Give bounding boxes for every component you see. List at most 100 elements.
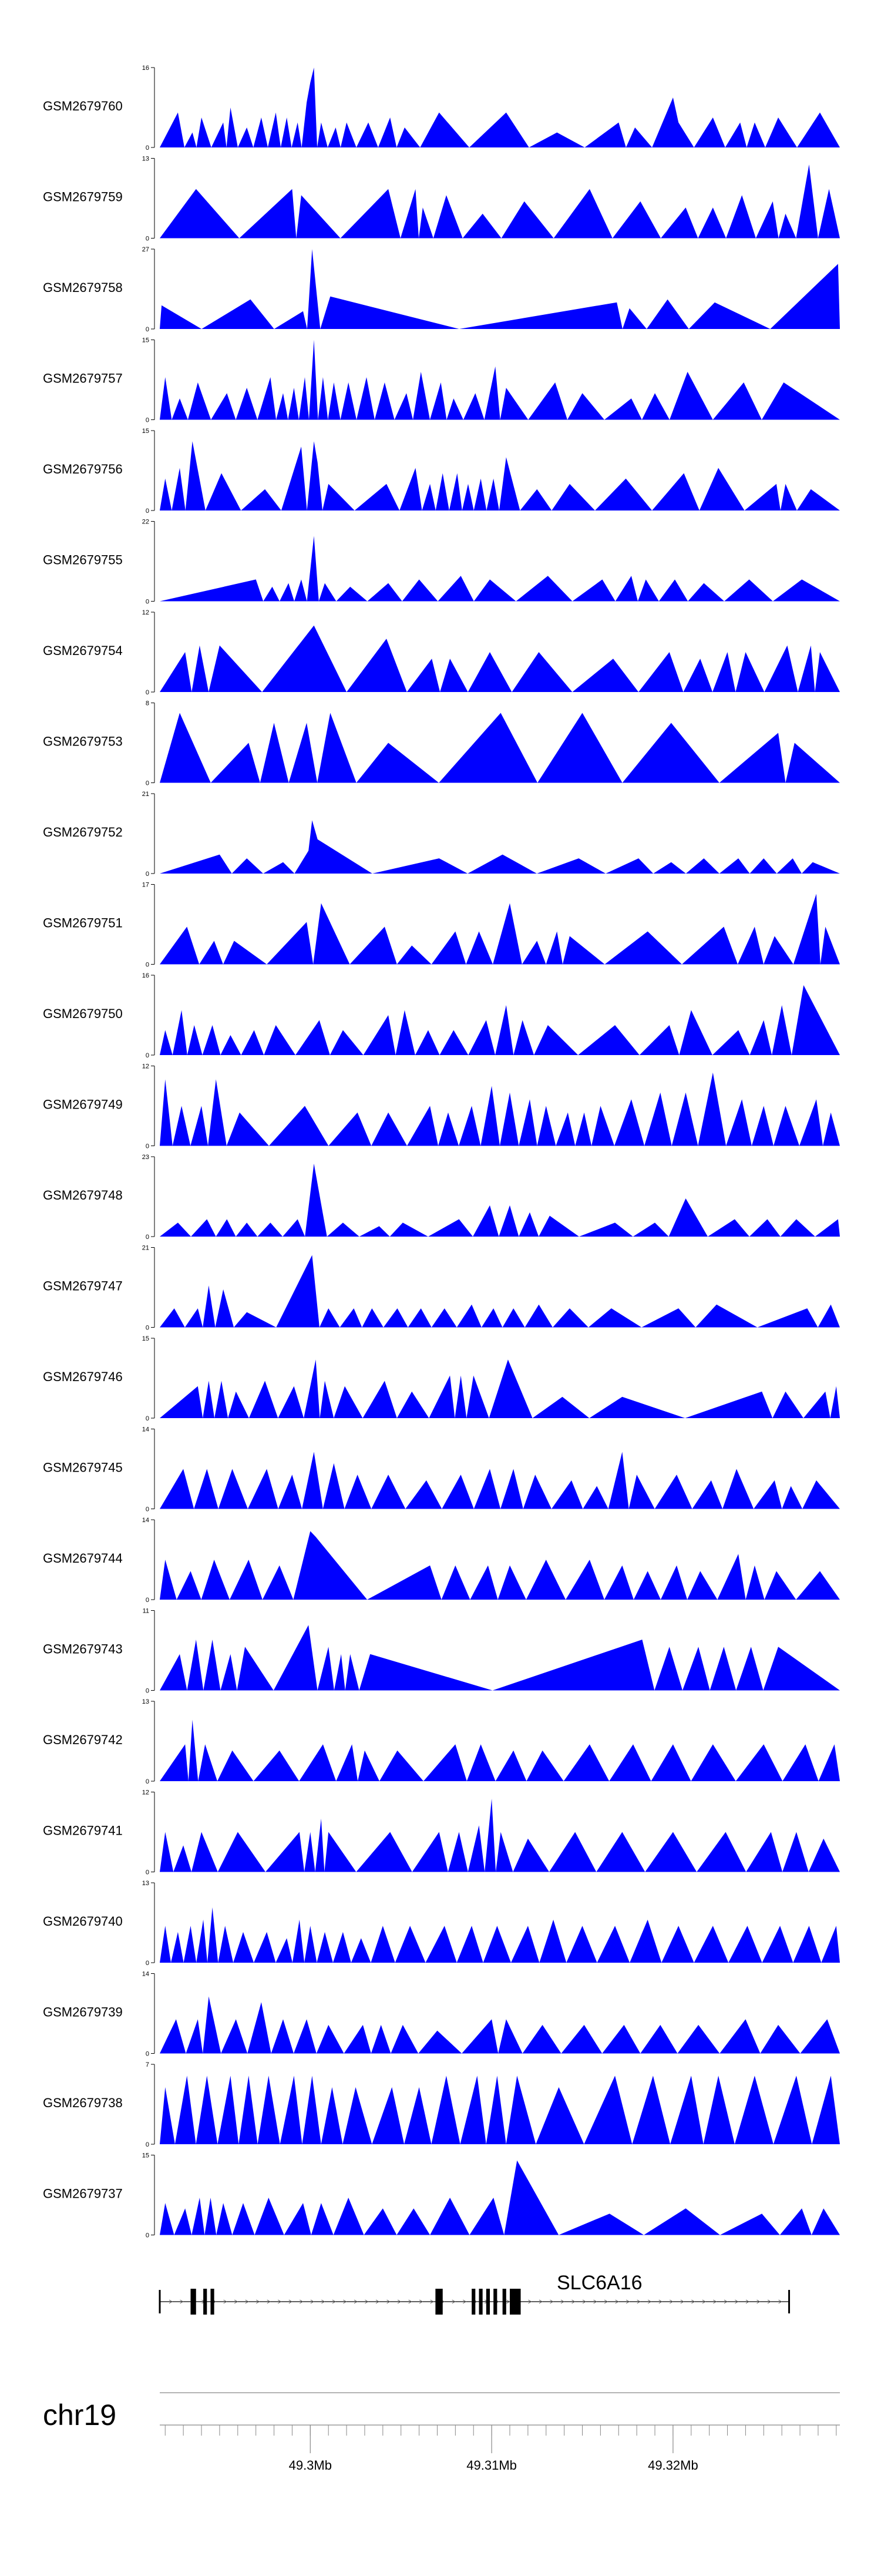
strand-arrow — [713, 2299, 717, 2304]
y-max-label: 11 — [143, 1608, 149, 1615]
track-GSM2679737: GSM2679737 15 0 — [43, 2152, 840, 2239]
track-label: GSM2679753 — [43, 734, 123, 749]
coverage-area — [160, 1798, 840, 1872]
strand-arrow — [256, 2299, 260, 2304]
track-GSM2679748: GSM2679748 23 0 — [43, 1154, 840, 1241]
y-zero-label: 0 — [146, 871, 149, 878]
coverage-area — [160, 625, 840, 692]
strand-arrow — [506, 2299, 510, 2304]
y-zero-label: 0 — [146, 508, 149, 515]
track-label: GSM2679737 — [43, 2187, 123, 2201]
strand-arrow — [452, 2299, 456, 2304]
coverage-area — [160, 2160, 840, 2235]
strand-arrow — [245, 2299, 249, 2304]
track-GSM2679742: GSM2679742 13 0 — [43, 1698, 840, 1785]
y-zero-label: 0 — [146, 2232, 149, 2239]
strand-arrow — [745, 2299, 749, 2304]
y-max-label: 13 — [142, 156, 149, 163]
coverage-area — [160, 164, 840, 239]
coverage-area — [160, 820, 840, 874]
track-GSM2679753: GSM2679753 8 0 — [43, 700, 840, 787]
strand-arrow — [702, 2299, 706, 2304]
track-label: GSM2679754 — [43, 643, 123, 658]
y-max-label: 12 — [142, 1063, 149, 1070]
strand-arrow — [365, 2299, 369, 2304]
strand-arrow — [267, 2299, 271, 2304]
y-zero-label: 0 — [146, 1415, 149, 1422]
y-max-label: 14 — [142, 1517, 149, 1524]
track-GSM2679749: GSM2679749 12 0 — [43, 1063, 840, 1150]
coverage-area — [160, 1719, 840, 1781]
track-GSM2679738: GSM2679738 7 0 — [43, 2061, 840, 2148]
track-GSM2679741: GSM2679741 12 0 — [43, 1789, 840, 1876]
strand-arrow — [354, 2299, 358, 2304]
y-max-label: 12 — [142, 1789, 149, 1796]
strand-arrow — [278, 2299, 282, 2304]
strand-arrow — [180, 2299, 184, 2304]
coverage-area — [160, 1072, 840, 1146]
y-zero-label: 0 — [146, 689, 149, 696]
strand-arrow — [691, 2299, 695, 2304]
track-GSM2679760: GSM2679760 16 0 — [43, 65, 840, 152]
y-max-label: 16 — [142, 65, 149, 72]
coverage-area — [160, 1452, 840, 1509]
coverage-area — [160, 249, 840, 329]
tracks-layer: GSM2679760160GSM2679759130GSM2679758270G… — [43, 65, 840, 2239]
strand-arrow — [528, 2299, 532, 2304]
strand-arrow — [419, 2299, 423, 2304]
strand-arrow — [300, 2299, 304, 2304]
track-label: GSM2679749 — [43, 1097, 123, 1112]
strand-arrow — [539, 2299, 543, 2304]
track-GSM2679751: GSM2679751 17 0 — [43, 882, 840, 969]
y-max-label: 22 — [142, 519, 149, 526]
genome-axis: chr19 49.3Mb 49.31Mb 49.32Mb — [43, 2392, 840, 2473]
y-zero-label: 0 — [146, 599, 149, 606]
gene-label: SLC6A16 — [557, 2272, 643, 2294]
track-label: GSM2679747 — [43, 1279, 123, 1294]
exon — [190, 2289, 196, 2315]
track-label: GSM2679738 — [43, 2095, 123, 2110]
track-label: GSM2679752 — [43, 825, 123, 839]
track-label: GSM2679756 — [43, 462, 123, 476]
y-max-label: 27 — [142, 246, 149, 253]
exon — [493, 2289, 497, 2315]
strand-arrow — [648, 2299, 652, 2304]
strand-arrow — [582, 2299, 586, 2304]
coverage-area — [160, 441, 840, 511]
exon — [509, 2289, 521, 2315]
strand-arrow — [626, 2299, 630, 2304]
coverage-area — [160, 1359, 840, 1418]
exon — [210, 2289, 214, 2315]
strand-arrow — [560, 2299, 564, 2304]
coverage-area — [160, 68, 840, 147]
track-label: GSM2679759 — [43, 190, 123, 204]
track-label: GSM2679758 — [43, 280, 123, 295]
track-GSM2679745: GSM2679745 14 0 — [43, 1426, 840, 1513]
strand-arrow — [778, 2299, 782, 2304]
exon — [203, 2289, 207, 2315]
strand-arrow — [408, 2299, 412, 2304]
y-max-label: 13 — [142, 1698, 149, 1705]
y-max-label: 12 — [142, 609, 149, 616]
tick-label: 49.32Mb — [648, 2458, 698, 2473]
coverage-area — [160, 1996, 840, 2054]
coverage-area — [160, 894, 840, 965]
track-GSM2679750: GSM2679750 16 0 — [43, 972, 840, 1059]
y-zero-label: 0 — [146, 1597, 149, 1604]
track-label: GSM2679760 — [43, 99, 123, 113]
y-max-label: 7 — [146, 2061, 149, 2068]
y-zero-label: 0 — [146, 1325, 149, 1332]
track-GSM2679757: GSM2679757 15 0 — [43, 337, 840, 424]
strand-arrow — [430, 2299, 434, 2304]
strand-arrow — [343, 2299, 347, 2304]
track-GSM2679752: GSM2679752 21 0 — [43, 791, 840, 878]
y-max-label: 15 — [142, 428, 149, 435]
strand-arrow — [234, 2299, 238, 2304]
y-zero-label: 0 — [146, 1688, 149, 1695]
strand-arrow — [571, 2299, 576, 2304]
track-label: GSM2679746 — [43, 1369, 123, 1384]
strand-arrow — [321, 2299, 325, 2304]
track-label: GSM2679744 — [43, 1551, 123, 1566]
y-max-label: 8 — [146, 700, 149, 707]
